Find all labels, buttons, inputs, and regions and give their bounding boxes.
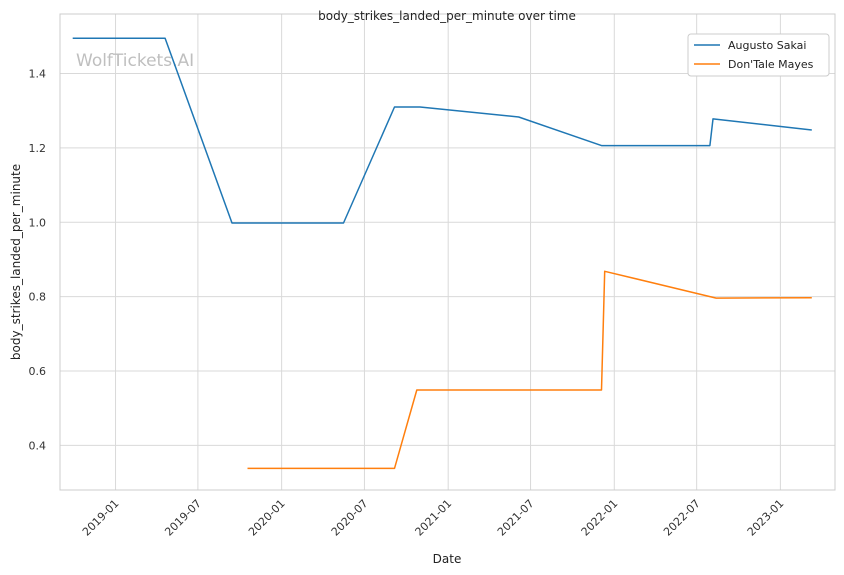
series-line-augusto-sakai [72,37,812,224]
x-tick-label: 2021-07 [495,497,537,539]
series-line-don-tale-mayes [247,270,812,470]
x-tick-label: 2019-01 [80,497,122,539]
grid-lines [60,14,835,490]
y-tick-label: 0.8 [29,291,47,304]
x-tick-label: 2022-07 [661,497,703,539]
x-tick-label: 2020-07 [329,497,371,539]
x-tick-label: 2020-01 [246,497,288,539]
watermark: WolfTickets.AI [76,51,194,71]
y-tick-label: 1.2 [29,142,47,155]
y-axis-title: body_strikes_landed_per_minute [9,164,23,360]
x-tick-label: 2022-01 [579,497,621,539]
x-axis-title: Date [433,552,462,566]
y-tick-label: 0.6 [29,365,47,378]
legend-box [687,33,830,77]
y-tick-labels: 0.4 0.6 0.8 1.0 1.2 1.4 [29,68,47,453]
y-tick-label: 1.4 [29,68,47,81]
legend-label-dontale-mayes: Don'Tale Mayes [728,58,814,71]
legend-label-augusto-sakai: Augusto Sakai [728,39,806,52]
chart-title: body_strikes_landed_per_minute over time [318,9,576,23]
legend: Augusto Sakai Don'Tale Mayes [687,33,830,77]
x-tick-labels: 2019-01 2019-07 2020-01 2020-07 2021-01 2021-… [80,497,787,539]
y-tick-label: 0.4 [29,439,47,452]
x-tick-label: 2021-01 [413,497,455,539]
series-layer [72,37,812,470]
x-tick-label: 2019-07 [162,497,204,539]
y-tick-label: 1.0 [29,216,47,229]
x-tick-label: 2023-01 [745,497,787,539]
plot-frame [59,13,836,491]
